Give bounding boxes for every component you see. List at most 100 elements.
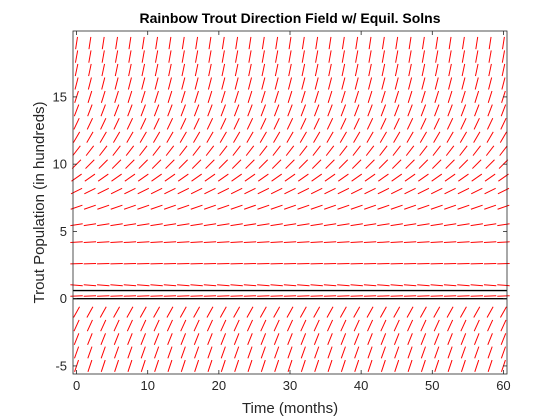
slope-segment (474, 104, 480, 117)
slope-segment (420, 359, 426, 372)
slope-segment (433, 131, 441, 143)
slope-segment (270, 187, 283, 195)
slope-segment (311, 159, 322, 169)
slope-segment (235, 36, 239, 50)
slope-segment (444, 187, 456, 195)
x-tick-label: 60 (496, 378, 510, 393)
slope-segment (231, 173, 243, 182)
slope-segment (301, 36, 305, 50)
slope-segment (417, 241, 430, 244)
slope-segment (257, 173, 269, 182)
slope-segment (193, 306, 201, 318)
slope-segment (70, 284, 83, 287)
slope-segment (86, 131, 94, 143)
slope-segment (181, 36, 185, 50)
slope-segment (113, 117, 120, 130)
slope-segment (394, 359, 400, 372)
slope-segment (274, 359, 280, 372)
slope-segment (86, 319, 93, 332)
slope-segment (353, 131, 361, 143)
slope-segment (297, 223, 310, 227)
slope-segment (435, 50, 439, 63)
slope-segment (283, 223, 297, 227)
slope-segment (499, 306, 507, 318)
slope-segment (380, 333, 387, 345)
slope-segment (271, 159, 282, 169)
slope-segment (271, 173, 283, 182)
slope-segment (217, 241, 230, 244)
slope-segment (381, 77, 386, 90)
slope-segment (85, 145, 95, 156)
slope-segment (270, 204, 283, 210)
slope-segment (380, 346, 386, 359)
slope-segment (367, 346, 373, 359)
slope-segment (337, 284, 350, 287)
slope-segment (181, 63, 186, 77)
slope-segment (221, 77, 226, 90)
slope-segment (417, 284, 430, 287)
slope-segment (448, 77, 453, 90)
slope-segment (470, 223, 483, 227)
slope-segment (101, 36, 105, 50)
slope-segment (246, 306, 254, 318)
slope-segment (337, 173, 349, 182)
slope-segment (470, 204, 483, 210)
slope-segment (99, 145, 108, 156)
slope-segment (354, 104, 360, 117)
slope-segment (324, 204, 337, 210)
slope-segment (381, 63, 386, 77)
slope-segment (261, 77, 266, 90)
slope-segment (354, 90, 360, 103)
slope-segment (230, 241, 243, 244)
slope-segment (406, 306, 414, 318)
slope-segment (458, 159, 469, 169)
slope-segment (327, 90, 333, 103)
slope-segment (193, 333, 200, 345)
slope-segment (153, 117, 160, 130)
slope-segment (421, 50, 426, 63)
slope-segment (300, 319, 307, 332)
slope-segment (153, 333, 160, 345)
slope-segment (501, 77, 506, 90)
slope-segment (180, 359, 186, 372)
slope-segment (379, 145, 388, 156)
slope-segment (74, 77, 79, 90)
slope-segment (381, 36, 385, 50)
slope-segment (194, 63, 199, 77)
slope-segment (474, 63, 479, 77)
slope-segment (179, 131, 187, 143)
slope-segment (220, 346, 226, 359)
slope-segment (403, 284, 417, 287)
slope-segment (194, 77, 199, 90)
slope-field (70, 36, 510, 372)
slope-segment (88, 50, 92, 63)
slope-segment (417, 187, 430, 195)
slope-segment (97, 241, 110, 244)
slope-segment (203, 284, 217, 287)
slope-segment (141, 63, 146, 77)
slope-segment (100, 333, 107, 345)
slope-segment (272, 145, 281, 156)
slope-segment (73, 319, 80, 332)
slope-segment (497, 241, 510, 244)
slope-segment (244, 187, 256, 195)
slope-segment (153, 306, 161, 318)
slope-segment (194, 90, 199, 103)
slope-segment (123, 223, 137, 227)
slope-segment (190, 204, 203, 210)
slope-segment (500, 346, 507, 359)
slope-segment (219, 306, 227, 318)
slope-segment (418, 159, 429, 169)
slope-segment (243, 241, 257, 244)
slope-segment (327, 346, 333, 359)
slope-segment (435, 36, 439, 50)
slope-segment (350, 223, 363, 227)
slope-segment (248, 36, 252, 50)
slope-segment (137, 284, 150, 287)
equilibrium-solutions (73, 289, 507, 300)
slope-segment (393, 131, 401, 143)
slope-segment (207, 90, 213, 103)
slope-segment (323, 223, 337, 227)
slope-segment (139, 145, 148, 156)
slope-segment (301, 50, 305, 63)
